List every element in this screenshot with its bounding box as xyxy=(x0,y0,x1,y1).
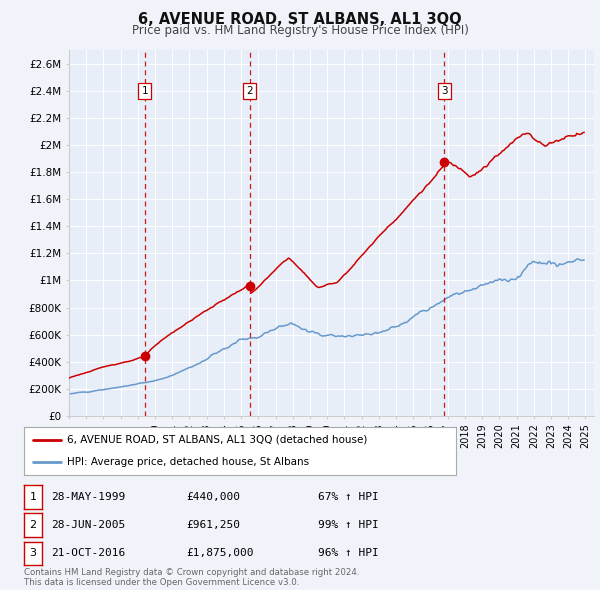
Text: £961,250: £961,250 xyxy=(186,520,240,530)
Text: 6, AVENUE ROAD, ST ALBANS, AL1 3QQ: 6, AVENUE ROAD, ST ALBANS, AL1 3QQ xyxy=(138,12,462,27)
Text: 2: 2 xyxy=(29,520,37,530)
Text: 1: 1 xyxy=(29,492,37,502)
Text: 3: 3 xyxy=(29,549,37,558)
Text: Contains HM Land Registry data © Crown copyright and database right 2024.
This d: Contains HM Land Registry data © Crown c… xyxy=(24,568,359,587)
Text: £440,000: £440,000 xyxy=(186,492,240,502)
Text: 28-MAY-1999: 28-MAY-1999 xyxy=(51,492,125,502)
Text: 96% ↑ HPI: 96% ↑ HPI xyxy=(318,549,379,558)
Text: Price paid vs. HM Land Registry's House Price Index (HPI): Price paid vs. HM Land Registry's House … xyxy=(131,24,469,37)
Text: 28-JUN-2005: 28-JUN-2005 xyxy=(51,520,125,530)
Text: £1,875,000: £1,875,000 xyxy=(186,549,254,558)
Text: 3: 3 xyxy=(441,86,448,96)
Text: 67% ↑ HPI: 67% ↑ HPI xyxy=(318,492,379,502)
Text: 21-OCT-2016: 21-OCT-2016 xyxy=(51,549,125,558)
Text: 6, AVENUE ROAD, ST ALBANS, AL1 3QQ (detached house): 6, AVENUE ROAD, ST ALBANS, AL1 3QQ (deta… xyxy=(67,435,368,445)
Text: HPI: Average price, detached house, St Albans: HPI: Average price, detached house, St A… xyxy=(67,457,310,467)
Text: 99% ↑ HPI: 99% ↑ HPI xyxy=(318,520,379,530)
Text: 1: 1 xyxy=(142,86,148,96)
Text: 2: 2 xyxy=(246,86,253,96)
